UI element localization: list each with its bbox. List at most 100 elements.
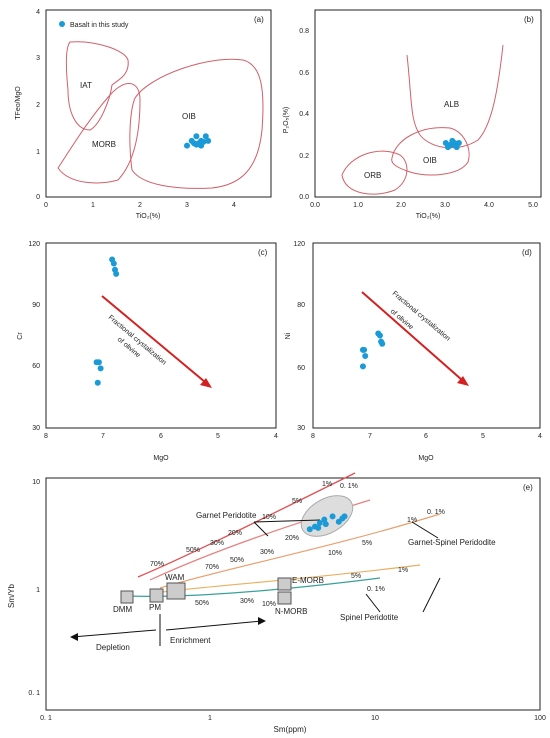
y-tick-c-2: 90: [32, 302, 40, 309]
x-ticks-e: 0. 1 1 10 100: [40, 715, 546, 722]
spinel-tick-10: 10%: [262, 601, 276, 608]
panel-tag-b: (b): [524, 15, 534, 24]
field-label-oib-b: OIB: [423, 156, 437, 165]
x-axis-label-a: TiO₂(%): [136, 213, 161, 220]
curve-garnet-spinel: [159, 513, 441, 589]
y-axis-label-e: Sm/Yb: [7, 583, 16, 608]
x-tick-d-2: 6: [424, 433, 428, 440]
x-axis-label-b: TiO₂(%): [416, 213, 441, 220]
field-label-iat: IAT: [80, 81, 92, 90]
panel-b: (b) ORB OIB ALB 0.0 1.0 2.0 3.0 4.0 5.0 …: [283, 9, 542, 220]
plot-frame-c: [45, 242, 277, 429]
x-axis-label-c: MgO: [153, 455, 169, 462]
gsp-tick-10: 10%: [328, 550, 342, 557]
x-tick-c-4: 4: [274, 433, 278, 440]
legend-marker: [59, 21, 65, 27]
field-label-oib: OIB: [182, 112, 196, 121]
data-point: [97, 365, 104, 372]
y-tick-c-1: 60: [32, 363, 40, 370]
dmm-label: DMM: [113, 605, 132, 614]
plot-frame-d: [312, 242, 541, 429]
data-point: [113, 270, 120, 277]
spinel-pointer-2: [422, 577, 441, 613]
data-point: [322, 521, 329, 528]
x-tick-e-2: 10: [371, 715, 379, 722]
y-tick-c-3: 120: [28, 241, 40, 248]
y-axis-label-b: P₂O₅(%): [283, 107, 290, 134]
field-alb: [406, 44, 504, 149]
data-point: [94, 379, 101, 386]
y-tick-a-1: 1: [36, 149, 40, 156]
x-tick-b-5: 5.0: [528, 202, 538, 209]
gsp-tick-1: 1%: [407, 517, 417, 524]
y-tick-e-0: 0. 1: [28, 690, 40, 697]
enrichment-arrow-head: [258, 617, 266, 625]
y-ticks-d: 30 60 80 120: [293, 241, 305, 432]
gsp-tick-5: 5%: [362, 540, 372, 547]
garnet-tick-30: 30%: [210, 540, 224, 547]
y-tick-a-3: 3: [36, 55, 40, 62]
y-tick-a-4: 4: [36, 9, 40, 16]
x-tick-b-0: 0.0: [310, 202, 320, 209]
data-point: [315, 524, 322, 531]
enrichment-arrow: [165, 620, 263, 631]
x-tick-c-0: 8: [44, 433, 48, 440]
y-tick-b-4: 0.8: [299, 28, 309, 35]
x-tick-c-1: 7: [101, 433, 105, 440]
field-orb: [341, 150, 408, 195]
garnet-spinel-label: Garnet-Spinel Peridodite: [408, 538, 496, 547]
y-tick-b-1: 0.2: [299, 153, 309, 160]
gsp-tick-70: 70%: [205, 564, 219, 571]
garnet-peridotite-label: Garnet Peridotite: [196, 511, 257, 520]
spinel-peridotite-label: Spinel Peridotite: [340, 613, 399, 622]
data-point: [359, 363, 366, 370]
gsp-tick-20: 20%: [285, 535, 299, 542]
x-tick-d-0: 8: [311, 433, 315, 440]
panel-tag-c: (c): [258, 248, 268, 257]
data-point: [361, 346, 368, 353]
data-point: [193, 133, 200, 140]
trend-arrow-head-c: [200, 378, 212, 388]
depletion-arrow-head: [70, 633, 78, 641]
panel-a: (a) IAT MORB OIB Basalt in this study 0 …: [15, 9, 272, 220]
wam-box: [166, 582, 186, 600]
data-point: [184, 142, 190, 149]
data-point: [110, 260, 117, 267]
points-b: [442, 137, 462, 151]
y-axis-label-c: Cr: [17, 332, 24, 340]
data-point: [205, 137, 212, 144]
spinel-tick-01: 0. 1%: [367, 586, 385, 593]
emorb-box: [277, 577, 292, 591]
data-point: [191, 140, 198, 147]
data-point: [451, 142, 458, 149]
sample-field: [300, 495, 354, 537]
depletion-arrow: [71, 629, 157, 638]
data-point: [321, 516, 328, 523]
x-tick-a-4: 4: [232, 202, 236, 209]
trend-arrow-head-d: [457, 376, 469, 386]
data-point: [362, 353, 369, 360]
x-tick-a-3: 3: [185, 202, 189, 209]
panel-c: (c) Fractional crystalization of olivine…: [17, 241, 278, 462]
emorb-label: E-MORB: [292, 576, 324, 585]
points-d: [359, 330, 386, 370]
spinel-tick-50: 50%: [195, 600, 209, 607]
garnet-tick-5: 5%: [292, 498, 302, 505]
y-tick-e-1: 1: [36, 587, 40, 594]
trend-arrow-d: [361, 291, 463, 381]
garnet-pointer: [253, 521, 269, 537]
x-tick-d-1: 7: [368, 433, 372, 440]
data-point: [316, 519, 323, 526]
data-point: [198, 142, 205, 149]
data-point: [306, 526, 313, 533]
panel-tag-a: (a): [254, 15, 264, 24]
spinel-tick-5: 5%: [351, 573, 361, 580]
panel-tag-e: (e): [523, 483, 533, 492]
data-point: [341, 513, 348, 520]
plot-frame-a: [45, 9, 272, 198]
spinel-pointer: [365, 593, 381, 613]
garnet-tick-10: 10%: [262, 514, 276, 521]
trend-arrow-c: [101, 295, 206, 383]
spinel-tick-1: 1%: [398, 567, 408, 574]
